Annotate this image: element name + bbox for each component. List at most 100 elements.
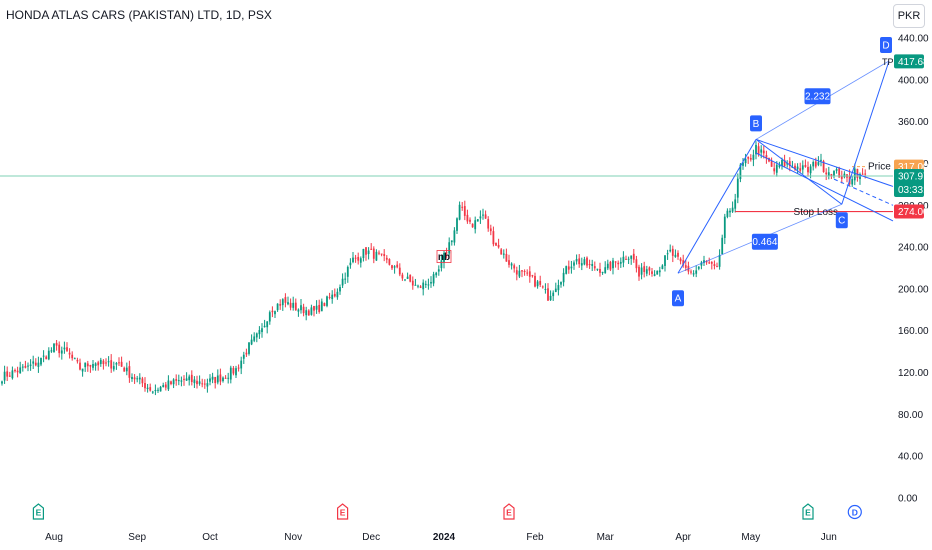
candle: [302, 303, 305, 317]
candle-body: [552, 292, 555, 297]
point-label: D: [882, 41, 889, 52]
candle: [34, 358, 37, 367]
candle-body: [432, 274, 435, 284]
x-tick-label: Dec: [362, 532, 380, 543]
candle-body: [554, 288, 557, 292]
candle-body: [445, 252, 448, 254]
candle: [136, 375, 139, 383]
candle-body: [185, 378, 188, 381]
candle-body: [401, 274, 404, 279]
candle: [73, 357, 76, 360]
candle-body: [21, 366, 24, 368]
candle-body: [817, 162, 820, 165]
candle-body: [237, 367, 240, 369]
candle: [281, 298, 284, 311]
candle-body: [716, 266, 718, 268]
candle: [679, 257, 682, 265]
candle-body: [747, 156, 750, 159]
candle: [128, 360, 131, 383]
pattern-leg: [841, 60, 890, 205]
point-label: C: [838, 216, 845, 227]
candle-body: [102, 360, 105, 365]
tp-price-tag-value: 417.68: [898, 57, 929, 68]
candle: [500, 248, 503, 255]
currency-button[interactable]: PKR: [893, 4, 925, 28]
candle-body: [24, 365, 27, 368]
candle: [466, 209, 469, 224]
candle-body: [510, 263, 513, 266]
candle-body: [141, 378, 144, 384]
marker-shape: [503, 503, 515, 520]
candle: [851, 175, 854, 187]
candle-body: [229, 367, 232, 380]
candle: [557, 279, 560, 296]
candle-body: [331, 294, 334, 300]
price-tag-value: 317.00: [898, 162, 929, 173]
marker-text: E: [506, 508, 512, 518]
candle-body: [770, 161, 773, 167]
candle: [552, 290, 555, 301]
x-tick-label: Aug: [45, 532, 63, 543]
candle-body: [177, 380, 180, 382]
candle: [734, 193, 737, 213]
candle-body: [424, 283, 427, 285]
candle: [627, 256, 630, 265]
candle-body: [414, 284, 417, 286]
candle-body: [79, 362, 81, 370]
candle-body: [310, 307, 313, 315]
candle-body: [635, 259, 638, 269]
candle-body: [138, 377, 141, 380]
candle-body: [359, 258, 362, 263]
candle: [292, 296, 295, 311]
candle: [50, 347, 53, 353]
candle: [11, 366, 14, 380]
candle: [318, 299, 321, 314]
candle: [440, 254, 443, 272]
candle-body: [692, 273, 695, 275]
candle-body: [518, 270, 521, 277]
candle-body: [84, 362, 87, 368]
candle-body: [305, 310, 308, 316]
candle: [853, 163, 856, 186]
candle-body: [261, 328, 263, 333]
candle-body: [248, 342, 250, 354]
candle: [710, 261, 713, 270]
x-tick-label: Apr: [675, 532, 691, 543]
pattern-leg: [677, 139, 757, 274]
candle-body: [682, 260, 685, 266]
candle-body: [515, 270, 518, 275]
x-tick-label: Feb: [526, 532, 544, 543]
candle-body: [640, 267, 643, 275]
candle: [76, 357, 79, 364]
candle-body: [430, 281, 432, 284]
candle-body: [396, 264, 399, 268]
candle-body: [856, 168, 859, 178]
candle: [349, 258, 352, 269]
candle: [726, 208, 729, 219]
candle: [619, 257, 622, 268]
candle: [430, 276, 432, 288]
candle: [859, 172, 861, 185]
candle: [118, 357, 120, 366]
candle: [320, 298, 323, 312]
candle-body: [276, 303, 279, 311]
candle-body: [76, 359, 79, 362]
candle-body: [536, 281, 539, 287]
candle-body: [461, 206, 464, 208]
x-tick-label: 2024: [433, 532, 456, 543]
candle-body: [489, 228, 492, 232]
candle-body: [341, 278, 344, 286]
tp-price-tag-bg: [894, 54, 924, 69]
candle: [723, 213, 726, 245]
candle: [788, 157, 791, 172]
candle: [833, 170, 835, 179]
candle-body: [734, 199, 737, 209]
candle-body: [258, 330, 261, 335]
candle: [271, 306, 274, 318]
y-tick-label: 360.00: [898, 117, 929, 128]
candle-body: [149, 387, 152, 391]
candle: [742, 157, 744, 170]
candle-body: [788, 161, 791, 166]
candle-body: [136, 378, 139, 380]
